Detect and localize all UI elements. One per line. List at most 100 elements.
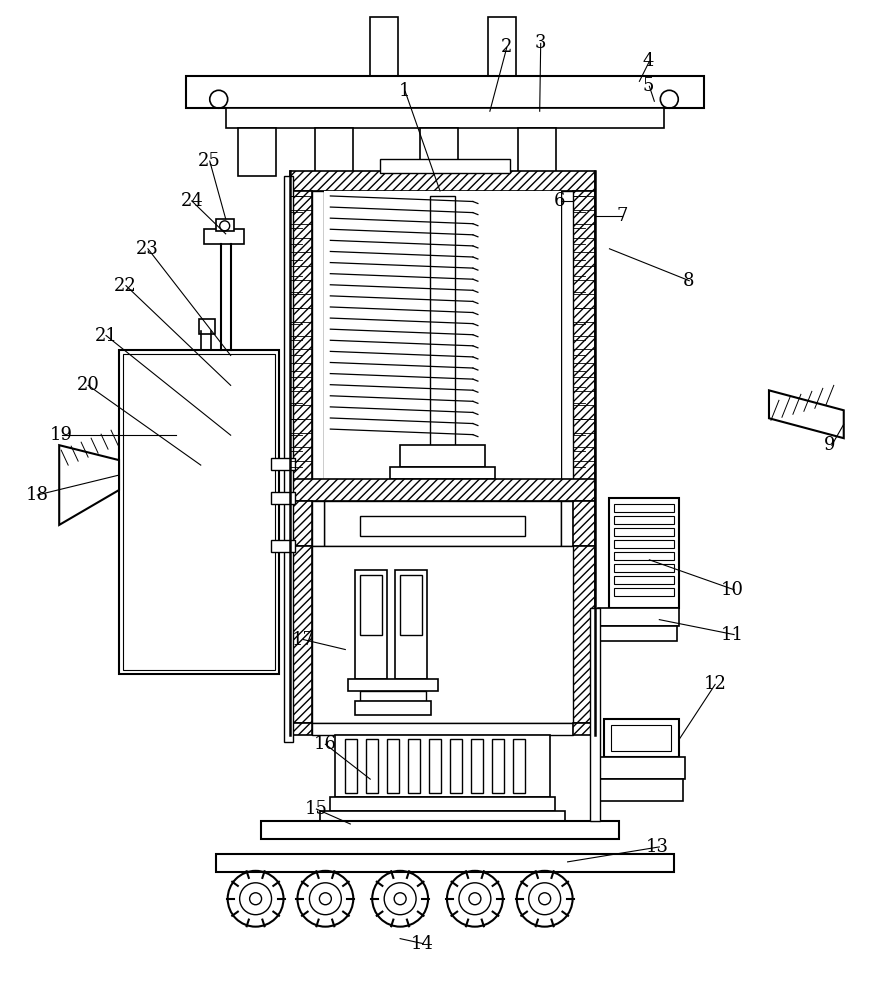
Bar <box>573 501 595 546</box>
Bar <box>360 516 525 536</box>
Bar <box>291 191 312 480</box>
Text: 24: 24 <box>180 192 204 210</box>
Bar <box>370 17 398 76</box>
Text: 13: 13 <box>645 838 669 856</box>
Text: 15: 15 <box>305 800 327 818</box>
Text: 7: 7 <box>616 207 628 225</box>
Bar <box>430 196 455 455</box>
Bar <box>119 350 278 674</box>
Bar <box>388 739 399 793</box>
Bar <box>614 552 674 560</box>
Text: 10: 10 <box>721 581 744 599</box>
Bar <box>400 575 422 635</box>
Bar <box>320 811 565 821</box>
Bar <box>312 723 573 735</box>
Text: 23: 23 <box>136 240 159 258</box>
Bar <box>488 17 516 76</box>
Text: 1: 1 <box>399 82 411 100</box>
Text: 20: 20 <box>76 376 100 394</box>
Text: 2: 2 <box>501 38 512 56</box>
Bar <box>291 479 595 501</box>
Bar <box>610 498 679 608</box>
Bar <box>408 739 420 793</box>
Bar <box>186 76 704 108</box>
Bar <box>291 723 312 735</box>
Bar <box>348 679 438 691</box>
Bar <box>614 588 674 596</box>
Bar <box>360 575 382 635</box>
Polygon shape <box>769 390 844 438</box>
Text: 25: 25 <box>198 152 221 170</box>
Bar <box>420 128 458 176</box>
Bar <box>316 128 353 176</box>
Bar <box>331 797 555 811</box>
Polygon shape <box>60 445 119 525</box>
Bar <box>573 723 595 735</box>
Text: 4: 4 <box>643 52 654 70</box>
Bar <box>614 528 674 536</box>
Bar <box>614 504 674 512</box>
Bar <box>360 691 426 701</box>
Bar <box>605 719 679 757</box>
Text: 8: 8 <box>683 272 694 290</box>
Bar <box>123 354 275 670</box>
Bar <box>204 229 244 244</box>
Bar <box>291 546 312 723</box>
Bar <box>597 608 679 626</box>
Bar <box>312 546 573 723</box>
Bar <box>597 757 685 779</box>
Bar <box>612 725 671 751</box>
Bar <box>517 128 556 176</box>
Bar <box>291 171 595 191</box>
Bar <box>312 501 324 546</box>
Text: 5: 5 <box>643 77 654 95</box>
Bar <box>270 458 295 470</box>
Bar <box>561 501 573 546</box>
Bar <box>345 739 357 793</box>
Bar <box>599 626 677 641</box>
Bar <box>471 739 483 793</box>
Bar <box>561 191 573 480</box>
Bar <box>356 570 388 679</box>
Bar <box>589 608 599 821</box>
Bar <box>216 854 674 872</box>
Bar <box>226 108 664 128</box>
Bar <box>270 540 295 552</box>
Bar <box>284 176 293 742</box>
Bar <box>513 739 525 793</box>
Bar <box>599 779 684 801</box>
Bar <box>199 319 215 334</box>
Bar <box>237 128 276 176</box>
Text: 17: 17 <box>292 631 314 649</box>
Text: 22: 22 <box>114 277 137 295</box>
Bar <box>260 821 620 839</box>
Bar <box>324 501 561 546</box>
Bar <box>614 540 674 548</box>
Bar <box>573 191 595 480</box>
Text: 16: 16 <box>313 735 336 753</box>
Bar <box>614 516 674 524</box>
Text: 11: 11 <box>721 626 744 644</box>
Bar <box>291 501 312 546</box>
Text: 3: 3 <box>534 34 546 52</box>
Text: 6: 6 <box>554 192 565 210</box>
Bar <box>270 492 295 504</box>
Bar <box>450 739 462 793</box>
Bar <box>573 546 595 723</box>
Text: 14: 14 <box>411 935 434 953</box>
Text: 12: 12 <box>703 675 726 693</box>
Bar <box>614 576 674 584</box>
Bar <box>312 191 324 480</box>
Bar <box>390 467 495 479</box>
Bar <box>356 701 431 715</box>
Bar <box>380 159 509 173</box>
Bar <box>614 564 674 572</box>
Bar <box>335 735 549 797</box>
Bar <box>492 739 504 793</box>
Text: 9: 9 <box>824 436 836 454</box>
Text: 21: 21 <box>94 327 117 345</box>
Text: 19: 19 <box>50 426 73 444</box>
Text: 18: 18 <box>26 486 48 504</box>
Bar <box>429 739 441 793</box>
Bar <box>324 191 561 480</box>
